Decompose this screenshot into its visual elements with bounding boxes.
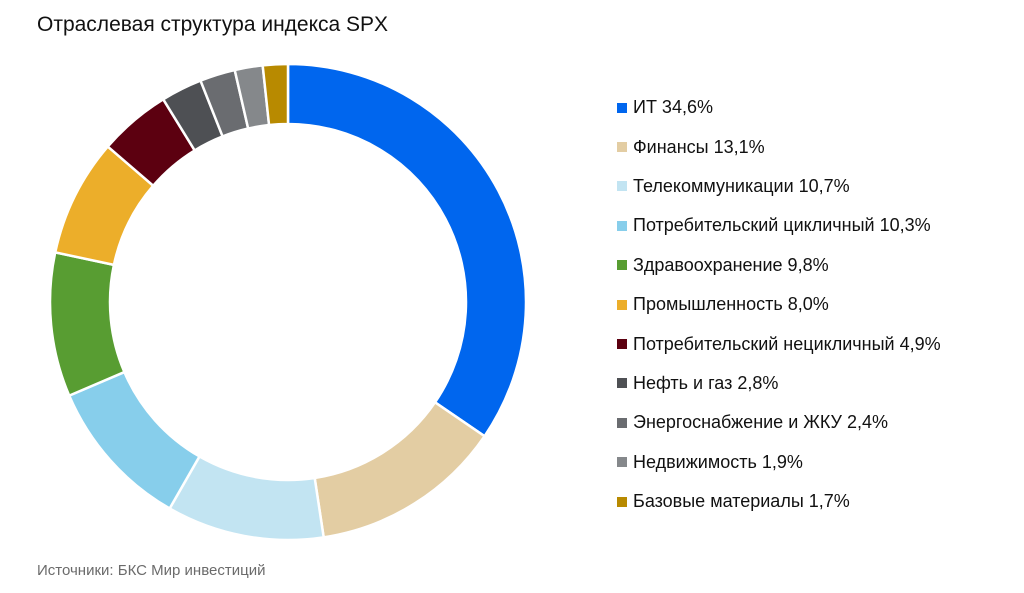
legend-label: Телекоммуникации 10,7% — [633, 175, 850, 196]
legend-item: Потребительский нецикличный 4,9% — [617, 324, 941, 363]
legend-label: Базовые материалы 1,7% — [633, 491, 850, 512]
legend-item: Промышленность 8,0% — [617, 285, 941, 324]
source-note: Источники: БКС Мир инвестиций — [37, 562, 266, 579]
legend-label: Недвижимость 1,9% — [633, 451, 803, 472]
legend-item: Недвижимость 1,9% — [617, 443, 941, 482]
legend-label: Нефть и газ 2,8% — [633, 372, 779, 393]
legend-swatch-icon — [617, 299, 627, 310]
legend-item: Нефть и газ 2,8% — [617, 364, 941, 403]
legend-label: Энергоснабжение и ЖКУ 2,4% — [633, 412, 889, 433]
legend-swatch-icon — [617, 220, 627, 231]
legend-label: Промышленность 8,0% — [633, 294, 829, 315]
legend-label: Здравоохранение 9,8% — [633, 254, 829, 275]
legend-swatch-icon — [617, 339, 627, 350]
legend-item: Здравоохранение 9,8% — [617, 246, 941, 285]
legend-label: Финансы 13,1% — [633, 136, 765, 157]
legend-label: ИТ 34,6% — [633, 97, 713, 118]
pie-slice-10 — [261, 62, 290, 127]
legend-item: Энергоснабжение и ЖКУ 2,4% — [617, 403, 941, 442]
legend-swatch-icon — [617, 181, 627, 192]
legend-label: Потребительский цикличный 10,3% — [633, 215, 931, 236]
legend-swatch-icon — [617, 102, 627, 113]
pie-slice-0 — [286, 62, 528, 438]
legend-swatch-icon — [617, 457, 627, 468]
legend-swatch-icon — [617, 142, 627, 153]
legend-item: Базовые материалы 1,7% — [617, 482, 941, 521]
chart-title: Отраслевая структура индекса SPX — [37, 13, 389, 36]
legend-swatch-icon — [617, 378, 627, 389]
legend-swatch-icon — [617, 417, 627, 428]
pie-slice-1 — [313, 400, 487, 539]
legend-item: Телекоммуникации 10,7% — [617, 167, 941, 206]
legend-swatch-icon — [617, 496, 627, 507]
legend-item: Финансы 13,1% — [617, 127, 941, 166]
legend-item: ИТ 34,6% — [617, 88, 941, 127]
pie-slice-4 — [48, 250, 127, 398]
legend-label: Потребительский нецикличный 4,9% — [633, 333, 941, 354]
legend-swatch-icon — [617, 260, 627, 271]
legend-item: Потребительский цикличный 10,3% — [617, 206, 941, 245]
chart-legend: ИТ 34,6% Финансы 13,1% Телекоммуникации 10… — [617, 88, 941, 521]
pie-slice-3 — [67, 370, 202, 511]
